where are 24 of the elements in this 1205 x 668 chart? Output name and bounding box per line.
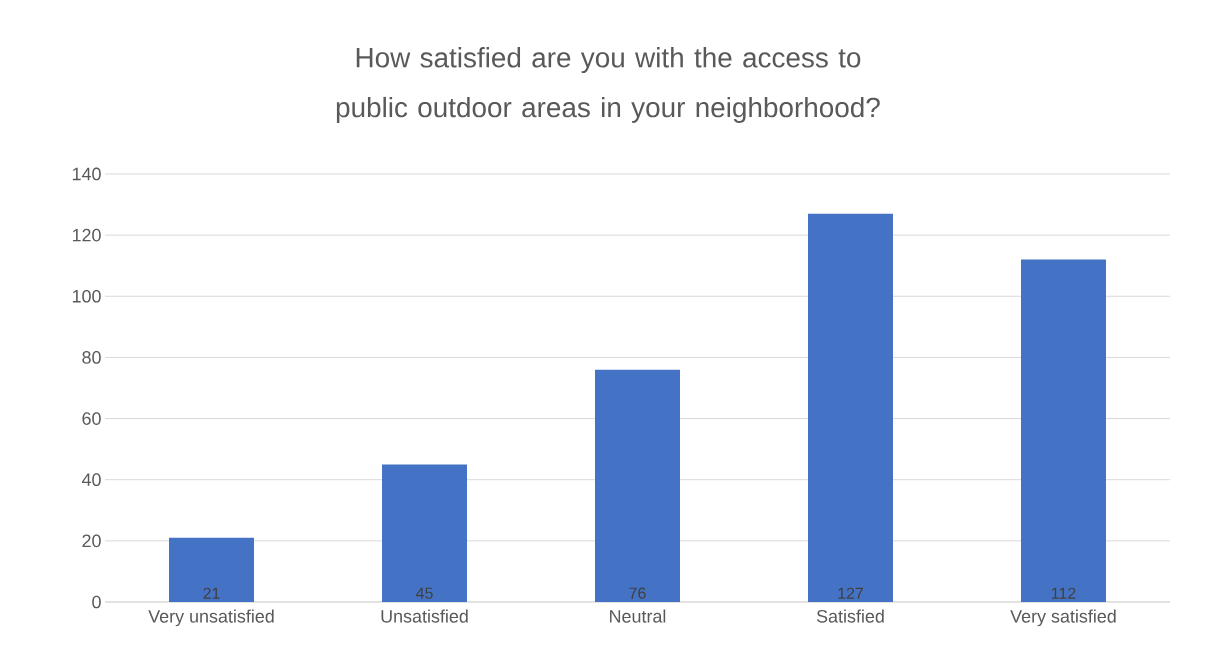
x-tick-label: Neutral xyxy=(610,609,666,623)
y-tick-label: 80 xyxy=(82,351,101,364)
data-label: 112 xyxy=(1051,587,1076,599)
y-tick-label: 120 xyxy=(72,228,101,242)
bar xyxy=(807,213,893,602)
y-tick-label: 0 xyxy=(92,595,101,609)
y-tick-label: 40 xyxy=(81,473,101,487)
bar xyxy=(169,537,255,602)
bar xyxy=(1020,259,1106,602)
bar xyxy=(382,464,467,602)
y-tick-label: 140 xyxy=(72,167,101,181)
x-tick-label: Very satisfied xyxy=(1010,609,1116,627)
bar xyxy=(594,369,680,602)
data-label: 127 xyxy=(838,587,863,599)
x-tick-label: Unsatisfied xyxy=(381,609,468,623)
y-tick-label: 20 xyxy=(82,534,101,548)
data-label: 76 xyxy=(629,587,646,599)
data-label: 21 xyxy=(203,587,220,599)
x-tick-label: Very unsatisfied xyxy=(148,609,274,627)
data-label: 45 xyxy=(415,587,433,599)
y-tick-label: 60 xyxy=(82,412,101,425)
chart-title: How satisfied are you with the access to public outdoor areas in your neighborhood? xyxy=(336,47,880,123)
y-tick-label: 100 xyxy=(72,289,101,303)
x-tick-label: Satisfied xyxy=(816,609,884,623)
